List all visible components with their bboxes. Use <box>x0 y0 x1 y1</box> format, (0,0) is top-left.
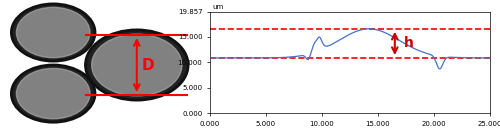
Circle shape <box>16 7 90 58</box>
Circle shape <box>12 65 95 122</box>
Circle shape <box>86 30 188 100</box>
Circle shape <box>12 4 95 61</box>
Text: um: um <box>213 4 224 10</box>
Text: D: D <box>142 57 154 73</box>
Text: h: h <box>404 36 413 50</box>
Circle shape <box>92 34 182 96</box>
Circle shape <box>16 68 90 119</box>
